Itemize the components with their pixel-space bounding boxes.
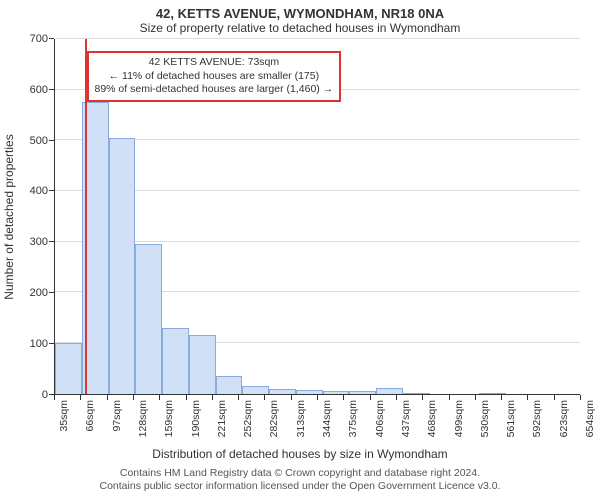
x-tick-label: 159sqm [163,400,175,437]
x-tick-label: 468sqm [426,400,438,437]
y-axis-label: Number of detached properties [0,39,20,395]
histogram-bar [479,393,506,394]
x-tick-label: 66sqm [84,400,96,432]
histogram-bar [109,138,136,394]
y-tick-label: 400 [20,185,48,197]
histogram-bar [189,335,216,393]
chart-title-main: 42, KETTS AVENUE, WYMONDHAM, NR18 0NA [0,6,600,21]
histogram-bar [242,386,269,394]
x-tick-label: 499sqm [453,400,465,437]
x-axis: 35sqm 66sqm 97sqm 128sqm 159sqm 190sqm 221sqm 2… [54,395,580,445]
x-tick-label: 252sqm [242,400,254,437]
histogram-bar [269,389,296,394]
x-tick-label: 344sqm [321,400,333,437]
x-tick-label: 282sqm [268,400,280,437]
x-tick-label: 97sqm [111,400,123,432]
x-tick-label: 654sqm [584,400,596,437]
footer-line-2: Contains public sector information licen… [0,480,600,494]
x-axis-label: Distribution of detached houses by size … [0,447,600,461]
y-tick-label: 0 [20,389,48,401]
x-tick-label: 313sqm [295,400,307,437]
y-tick-label: 600 [20,84,48,96]
property-info-box: 42 KETTS AVENUE: 73sqm ← 11% of detached… [87,51,342,102]
chart-container: 42, KETTS AVENUE, WYMONDHAM, NR18 0NA Si… [0,0,600,500]
x-tick-label: 530sqm [479,400,491,437]
y-tick-label: 700 [20,33,48,45]
y-tick-label: 200 [20,287,48,299]
histogram-bar [216,376,243,394]
y-axis: 0100200300400500600700 [20,39,54,395]
x-tick-label: 190sqm [190,400,202,437]
x-tick-label: 35sqm [58,400,70,432]
info-line-2: ← 11% of detached houses are smaller (17… [95,70,334,84]
histogram-bar [376,388,403,394]
x-tick-label: 561sqm [505,400,517,437]
histogram-bar [162,328,189,394]
gridline [55,38,580,39]
x-tick-label: 375sqm [347,400,359,437]
x-tick-label: 437sqm [400,400,412,437]
x-tick-label: 406sqm [374,400,386,437]
plot-area: 42 KETTS AVENUE: 73sqm ← 11% of detached… [54,39,580,395]
chart-body: Number of detached properties 0100200300… [0,39,600,395]
histogram-bar [349,391,376,394]
x-tick-label: 128sqm [137,400,149,437]
footer-line-1: Contains HM Land Registry data © Crown c… [0,467,600,481]
info-line-3: 89% of semi-detached houses are larger (… [95,83,334,97]
histogram-bar [323,391,350,394]
y-tick-label: 500 [20,135,48,147]
chart-title-sub: Size of property relative to detached ho… [0,21,600,35]
histogram-bar [296,390,323,394]
x-tick-label: 623sqm [558,400,570,437]
x-tick-label: 592sqm [531,400,543,437]
histogram-bar [403,393,430,394]
histogram-bar [55,343,82,394]
histogram-bar [135,244,162,393]
y-tick-label: 100 [20,338,48,350]
chart-footer: Contains HM Land Registry data © Crown c… [0,467,600,500]
info-line-1: 42 KETTS AVENUE: 73sqm [95,56,334,70]
y-tick-label: 300 [20,236,48,248]
x-tick-label: 221sqm [216,400,228,437]
